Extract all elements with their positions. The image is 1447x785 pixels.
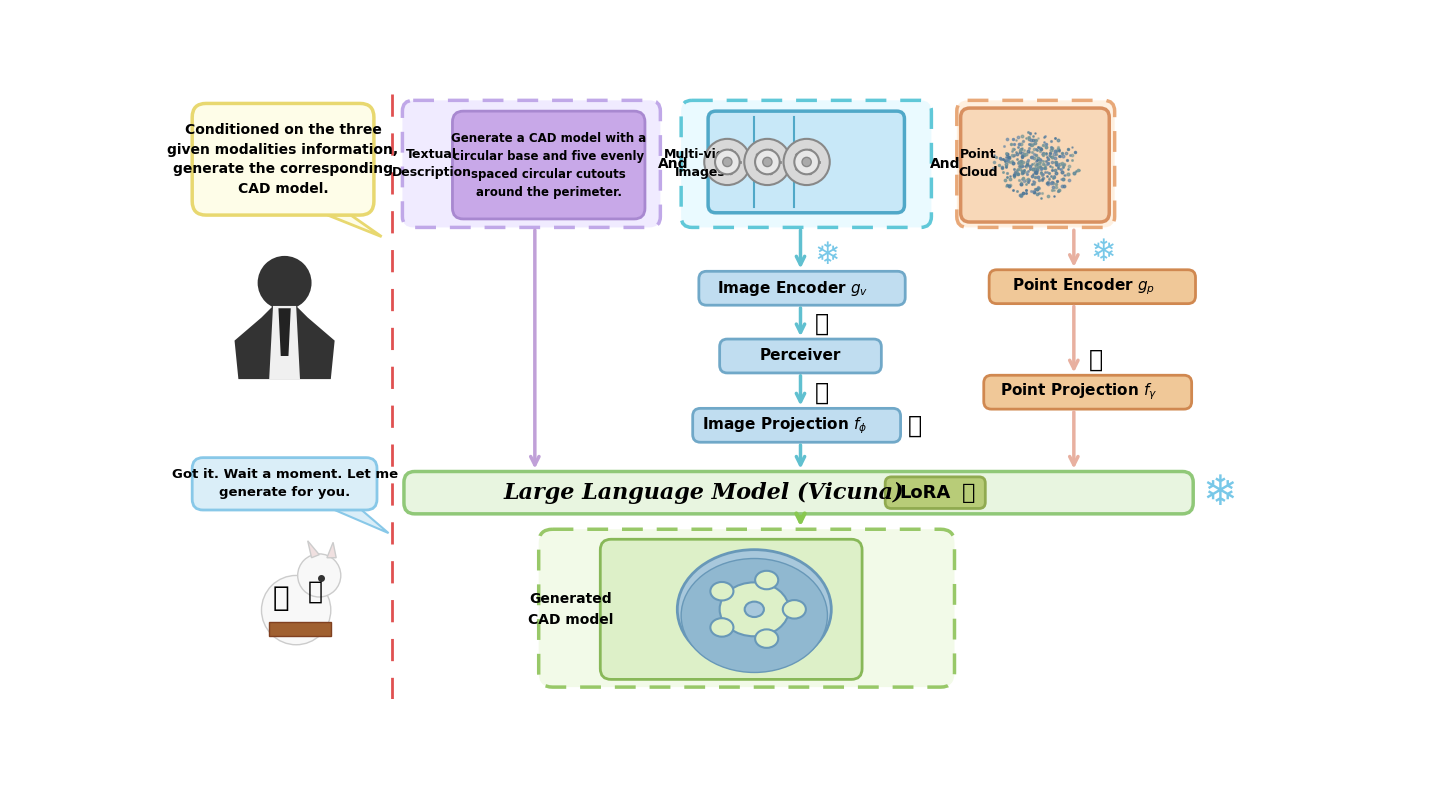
Text: Large Language Model (Vicuna): Large Language Model (Vicuna) [504, 482, 904, 504]
Polygon shape [234, 302, 334, 379]
Circle shape [794, 150, 819, 174]
Text: ❄: ❄ [1091, 238, 1116, 267]
Ellipse shape [710, 582, 734, 601]
FancyBboxPatch shape [682, 100, 932, 228]
Circle shape [705, 139, 751, 185]
Text: Perceiver: Perceiver [760, 349, 841, 363]
Ellipse shape [677, 550, 831, 669]
Text: Point Projection $f_\gamma$: Point Projection $f_\gamma$ [1000, 382, 1158, 403]
Text: 🔥: 🔥 [1088, 348, 1103, 372]
FancyBboxPatch shape [693, 408, 900, 442]
Circle shape [722, 157, 732, 166]
FancyBboxPatch shape [699, 272, 906, 305]
Circle shape [298, 554, 341, 597]
FancyBboxPatch shape [404, 472, 1194, 514]
Circle shape [802, 157, 812, 166]
Text: Got it. Wait a moment. Let me
generate for you.: Got it. Wait a moment. Let me generate f… [172, 469, 398, 499]
FancyBboxPatch shape [192, 104, 373, 215]
FancyBboxPatch shape [956, 100, 1114, 228]
FancyBboxPatch shape [192, 458, 378, 510]
FancyBboxPatch shape [886, 477, 985, 509]
Bar [269, 622, 331, 636]
Text: And: And [658, 157, 689, 171]
Text: Image Projection $f_\phi$: Image Projection $f_\phi$ [702, 415, 868, 436]
Polygon shape [269, 306, 300, 379]
Ellipse shape [710, 619, 734, 637]
Text: 🔧: 🔧 [272, 584, 289, 612]
Text: And: And [930, 157, 961, 171]
Circle shape [755, 150, 780, 174]
Text: 🔥: 🔥 [815, 381, 829, 405]
Text: 🔥: 🔥 [815, 312, 829, 336]
Ellipse shape [745, 601, 764, 617]
FancyBboxPatch shape [538, 529, 955, 687]
Polygon shape [327, 215, 382, 236]
Circle shape [715, 150, 739, 174]
FancyBboxPatch shape [961, 108, 1110, 222]
Ellipse shape [755, 571, 778, 590]
Text: Textual
Description: Textual Description [392, 148, 472, 180]
Text: ❄: ❄ [815, 242, 841, 270]
Text: LoRA: LoRA [900, 484, 951, 502]
Text: Generate a CAD model with a
circular base and five evenly
spaced circular cutout: Generate a CAD model with a circular bas… [451, 132, 647, 199]
Text: ❄: ❄ [1202, 472, 1237, 513]
Text: Point
Cloud: Point Cloud [958, 148, 998, 180]
Circle shape [763, 157, 773, 166]
Text: 🔥: 🔥 [962, 483, 975, 502]
Ellipse shape [682, 558, 828, 673]
FancyBboxPatch shape [601, 539, 862, 679]
FancyBboxPatch shape [990, 270, 1195, 304]
Polygon shape [334, 510, 389, 533]
Text: Point Encoder $g_p$: Point Encoder $g_p$ [1011, 276, 1155, 297]
Polygon shape [308, 541, 320, 557]
FancyBboxPatch shape [453, 111, 645, 219]
FancyBboxPatch shape [708, 111, 904, 213]
Circle shape [784, 139, 829, 185]
Text: 🔨: 🔨 [308, 579, 323, 604]
FancyBboxPatch shape [984, 375, 1192, 409]
Text: 🔥: 🔥 [907, 413, 922, 437]
Ellipse shape [755, 630, 778, 648]
Text: Multi-view
Images: Multi-view Images [664, 148, 737, 180]
Circle shape [744, 139, 790, 185]
Circle shape [262, 575, 331, 644]
Text: Conditioned on the three
given modalities information,
generate the correspondin: Conditioned on the three given modalitie… [168, 123, 398, 195]
Text: Generated
CAD model: Generated CAD model [528, 592, 614, 626]
Circle shape [258, 256, 311, 310]
Text: Image Encoder $g_v$: Image Encoder $g_v$ [718, 279, 868, 298]
Ellipse shape [783, 600, 806, 619]
Polygon shape [327, 542, 336, 557]
Ellipse shape [719, 582, 789, 637]
FancyBboxPatch shape [719, 339, 881, 373]
FancyBboxPatch shape [402, 100, 660, 228]
Polygon shape [278, 309, 291, 356]
